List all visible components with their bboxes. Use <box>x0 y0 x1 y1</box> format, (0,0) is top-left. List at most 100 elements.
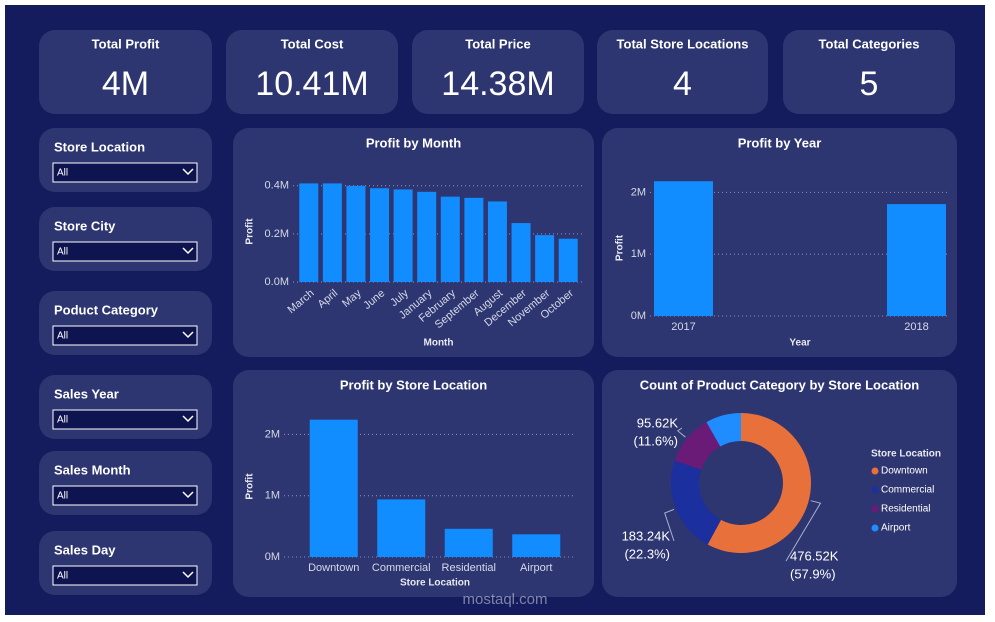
dropdown[interactable] <box>52 409 198 430</box>
chart-title: Profit by Month <box>366 135 461 150</box>
donut-slice <box>706 413 741 447</box>
bar <box>370 188 390 282</box>
y-tick-label: 1M <box>265 490 280 502</box>
bar <box>377 499 426 557</box>
chart-title: Profit by Year <box>738 135 822 150</box>
kpi-value: 4 <box>673 65 692 103</box>
legend-entry: Airport <box>881 523 911 534</box>
card <box>412 30 584 114</box>
filter-label: Sales Month <box>54 462 131 477</box>
y-axis-title: Profit <box>245 473 256 500</box>
watermark: mostaql.com <box>462 591 547 608</box>
card <box>597 30 768 114</box>
bar <box>417 191 437 282</box>
bar <box>887 204 946 316</box>
y-tick-label: 2M <box>631 186 646 198</box>
kpi-value: 10.41M <box>255 65 368 103</box>
x-tick-label: Downtown <box>308 562 359 574</box>
data-label: 476.52K <box>790 548 839 563</box>
dropdown[interactable] <box>52 162 198 183</box>
x-tick-label: Residential <box>442 562 496 574</box>
bar <box>346 185 366 282</box>
bar <box>309 419 358 557</box>
x-axis-title: Store Location <box>400 578 470 589</box>
bar <box>299 183 319 282</box>
card <box>783 30 955 114</box>
x-tick-label: 2018 <box>904 321 928 333</box>
y-axis-title: Profit <box>615 234 626 261</box>
kpi-title: Total Categories <box>819 36 920 51</box>
data-label-percent: (22.3%) <box>624 546 670 561</box>
dropdown-chevron <box>182 491 194 499</box>
data-label: 183.24K <box>622 528 671 543</box>
filter-label: Sales Day <box>54 542 116 557</box>
x-tick-label: Airport <box>520 562 552 574</box>
dropdown-chevron <box>182 331 194 339</box>
kpi-value: 4M <box>102 65 149 103</box>
x-axis-title: Month <box>424 338 454 349</box>
bar <box>464 197 484 282</box>
filter-label: Sales Year <box>54 386 119 401</box>
legend-marker <box>871 505 879 513</box>
legend-entry: Residential <box>881 504 930 515</box>
y-tick-label: 1M <box>631 248 646 260</box>
bar <box>558 238 578 282</box>
legend-marker <box>871 486 879 494</box>
x-tick-label: 2017 <box>671 321 695 333</box>
kpi-title: Total Price <box>465 36 531 51</box>
leader-line <box>676 427 686 438</box>
legend-marker <box>871 467 879 475</box>
y-axis-title: Profit <box>245 218 256 245</box>
donut-slice <box>707 412 812 553</box>
x-axis-title: Year <box>789 338 810 349</box>
card <box>39 30 212 114</box>
dropdown-value: All <box>57 571 68 582</box>
bar <box>654 181 713 316</box>
legend-marker <box>871 524 879 532</box>
y-tick-label: 0M <box>265 551 280 563</box>
filter-label: Store City <box>54 218 116 233</box>
chart-title: Count of Product Category by Store Locat… <box>640 377 920 392</box>
kpi-title: Total Cost <box>281 36 344 51</box>
dropdown-chevron <box>182 415 194 423</box>
y-tick-label: 0.0M <box>265 276 289 288</box>
kpi-title: Total Store Locations <box>617 36 749 51</box>
data-label: 95.62K <box>637 415 679 430</box>
kpi-value: 5 <box>860 65 879 103</box>
x-tick-label: Commercial <box>372 562 431 574</box>
donut-slice <box>671 460 721 545</box>
dropdown[interactable] <box>52 325 198 346</box>
y-tick-label: 0.2M <box>265 228 289 240</box>
bar <box>440 196 460 282</box>
dropdown[interactable] <box>52 485 198 506</box>
bar <box>511 223 531 282</box>
data-label-percent: (57.9%) <box>790 566 836 581</box>
card <box>226 30 398 114</box>
dropdown[interactable] <box>52 565 198 586</box>
y-tick-label: 0.4M <box>265 180 289 192</box>
dropdown-chevron <box>182 247 194 255</box>
legend-title: Store Location <box>871 449 941 460</box>
y-tick-label: 0M <box>631 310 646 322</box>
filter-label: Store Location <box>54 139 145 154</box>
card <box>602 370 957 597</box>
chart-title: Profit by Store Location <box>340 377 487 392</box>
data-label-percent: (11.6%) <box>633 433 678 448</box>
dropdown[interactable] <box>52 241 198 262</box>
kpi-value: 14.38M <box>441 65 554 103</box>
bar <box>535 235 555 282</box>
filter-label: Poduct Category <box>54 302 159 317</box>
bar <box>393 189 413 282</box>
bar <box>512 534 561 557</box>
legend-entry: Commercial <box>881 485 934 496</box>
dropdown-chevron <box>182 168 194 176</box>
bar <box>444 528 493 557</box>
y-tick-label: 2M <box>265 428 280 440</box>
legend-entry: Downtown <box>881 466 928 477</box>
dropdown-value: All <box>57 331 68 342</box>
dropdown-value: All <box>57 247 68 258</box>
dropdown-value: All <box>57 415 68 426</box>
dropdown-chevron <box>182 571 194 579</box>
kpi-title: Total Profit <box>92 36 160 51</box>
